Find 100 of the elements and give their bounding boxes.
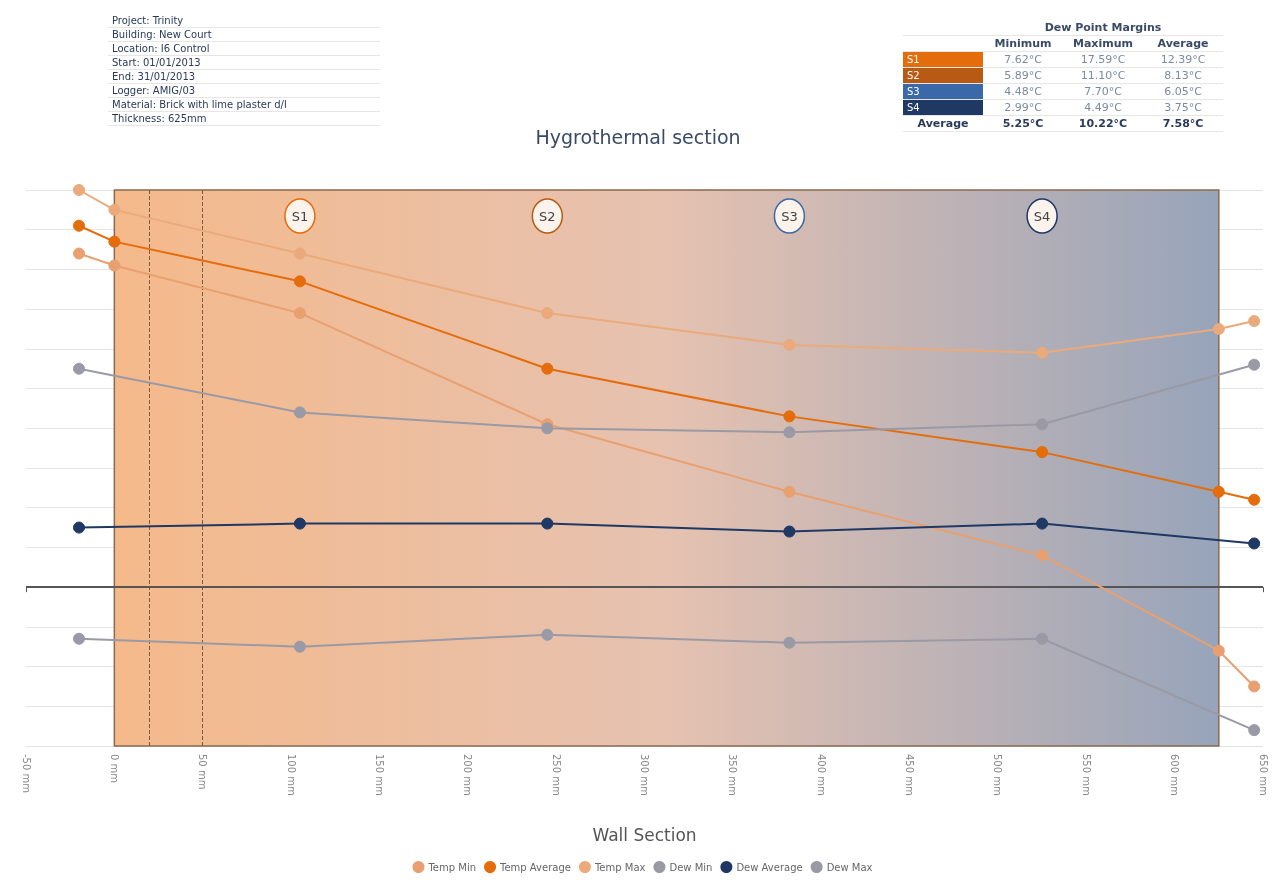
point [541, 422, 554, 435]
text: 7.58°C [1143, 115, 1223, 132]
text: 8.13°C [1143, 67, 1223, 84]
x-tick-label: 0 mm [108, 754, 120, 784]
point [108, 259, 121, 272]
point [1212, 485, 1225, 498]
point [541, 628, 554, 641]
text: Location: I6 Control [108, 42, 380, 56]
text: 12.39°C [1143, 51, 1223, 68]
point [293, 406, 306, 419]
point [1248, 724, 1261, 737]
point [541, 307, 554, 320]
text: Logger: AMIG/03 [108, 84, 380, 98]
text: Average [903, 115, 983, 132]
text: Average [1143, 35, 1223, 52]
point [1248, 358, 1261, 371]
text: 11.10°C [1063, 67, 1143, 84]
legend-label: Temp Min [427, 861, 477, 873]
point [783, 426, 796, 439]
text: 7.70°C [1063, 83, 1143, 100]
legend-label: Dew Min [669, 861, 713, 873]
annotation: S4 [1033, 208, 1051, 224]
point [293, 307, 306, 320]
point [1036, 632, 1049, 645]
text: 4.48°C [983, 83, 1063, 100]
text: 7.62°C [983, 51, 1063, 68]
x-tick-label: 500 mm [992, 754, 1004, 796]
text: 4.49°C [1063, 99, 1143, 116]
point [541, 362, 554, 375]
x-tick-label: 550 mm [1080, 754, 1092, 796]
point [73, 521, 86, 534]
text: 2.99°C [983, 99, 1063, 116]
text: 10.22°C [1063, 115, 1143, 132]
x-tick-label: 650 mm [1257, 754, 1269, 796]
point [783, 485, 796, 498]
point [73, 247, 86, 260]
point [783, 525, 796, 538]
point [73, 184, 86, 196]
point [293, 247, 306, 260]
point [783, 636, 796, 649]
text: S3 [903, 83, 983, 100]
annotation: S1 [291, 208, 309, 224]
point [1036, 517, 1049, 530]
point [1036, 346, 1049, 359]
legend-label: Dew Max [826, 861, 873, 873]
point [783, 410, 796, 423]
x-tick-label: 450 mm [904, 754, 916, 796]
chart-subtitle: Hygrothermal section [534, 126, 742, 148]
point [293, 517, 306, 530]
point [73, 632, 86, 645]
annotation: S3 [781, 208, 798, 224]
legend-label: Temp Average [499, 861, 571, 873]
text: S1 [903, 51, 983, 68]
text: 17.59°C [1063, 51, 1143, 68]
point [1212, 644, 1225, 657]
text: Material: Brick with lime plaster d/l [108, 98, 380, 112]
legend-label: Temp Max [593, 861, 646, 873]
point [541, 517, 554, 530]
point [1248, 537, 1261, 550]
text: Project: Trinity [108, 14, 380, 28]
text: Building: New Court [108, 28, 380, 42]
text: Start: 01/01/2013 [108, 56, 380, 70]
x-tick-label: 50 mm [197, 754, 209, 790]
point [1036, 549, 1049, 562]
x-tick-label: 400 mm [815, 754, 827, 796]
text: Minimum [983, 35, 1063, 52]
text: S2 [903, 67, 983, 84]
point [1248, 680, 1261, 693]
point [293, 275, 306, 288]
text: Thickness: 625mm [108, 112, 380, 126]
annotation: S2 [539, 208, 556, 224]
x-tick-label: 150 mm [373, 754, 385, 796]
point [108, 235, 121, 248]
text: 5.25°C [983, 115, 1063, 132]
x-tick-label: 100 mm [285, 754, 297, 796]
point [783, 338, 796, 351]
point [1036, 418, 1049, 431]
x-tick-label: 350 mm [727, 754, 739, 796]
text: 6.05°C [1143, 83, 1223, 100]
point [73, 362, 86, 375]
text: Maximum [1063, 35, 1143, 52]
x-tick-label: 300 mm [639, 754, 650, 796]
point [1036, 446, 1049, 459]
point [1248, 493, 1261, 506]
text: Dew Point Margins [983, 20, 1223, 36]
x-tick-label: 600 mm [1169, 754, 1181, 796]
point [293, 640, 306, 653]
text: End: 31/01/2013 [108, 70, 380, 84]
x-tick-label: 250 mm [550, 754, 562, 796]
point [73, 219, 86, 232]
x-tick-label: 200 mm [462, 754, 474, 796]
x-axis-title: Wall Section [592, 824, 697, 845]
text: 3.75°C [1143, 99, 1223, 116]
legend-label: Dew Average [736, 861, 803, 873]
point [1248, 315, 1261, 328]
text: 5.89°C [983, 67, 1063, 84]
point [1212, 323, 1225, 335]
point [108, 203, 121, 216]
x-tick-label: -50 mm [20, 754, 32, 793]
text: S4 [903, 99, 983, 116]
